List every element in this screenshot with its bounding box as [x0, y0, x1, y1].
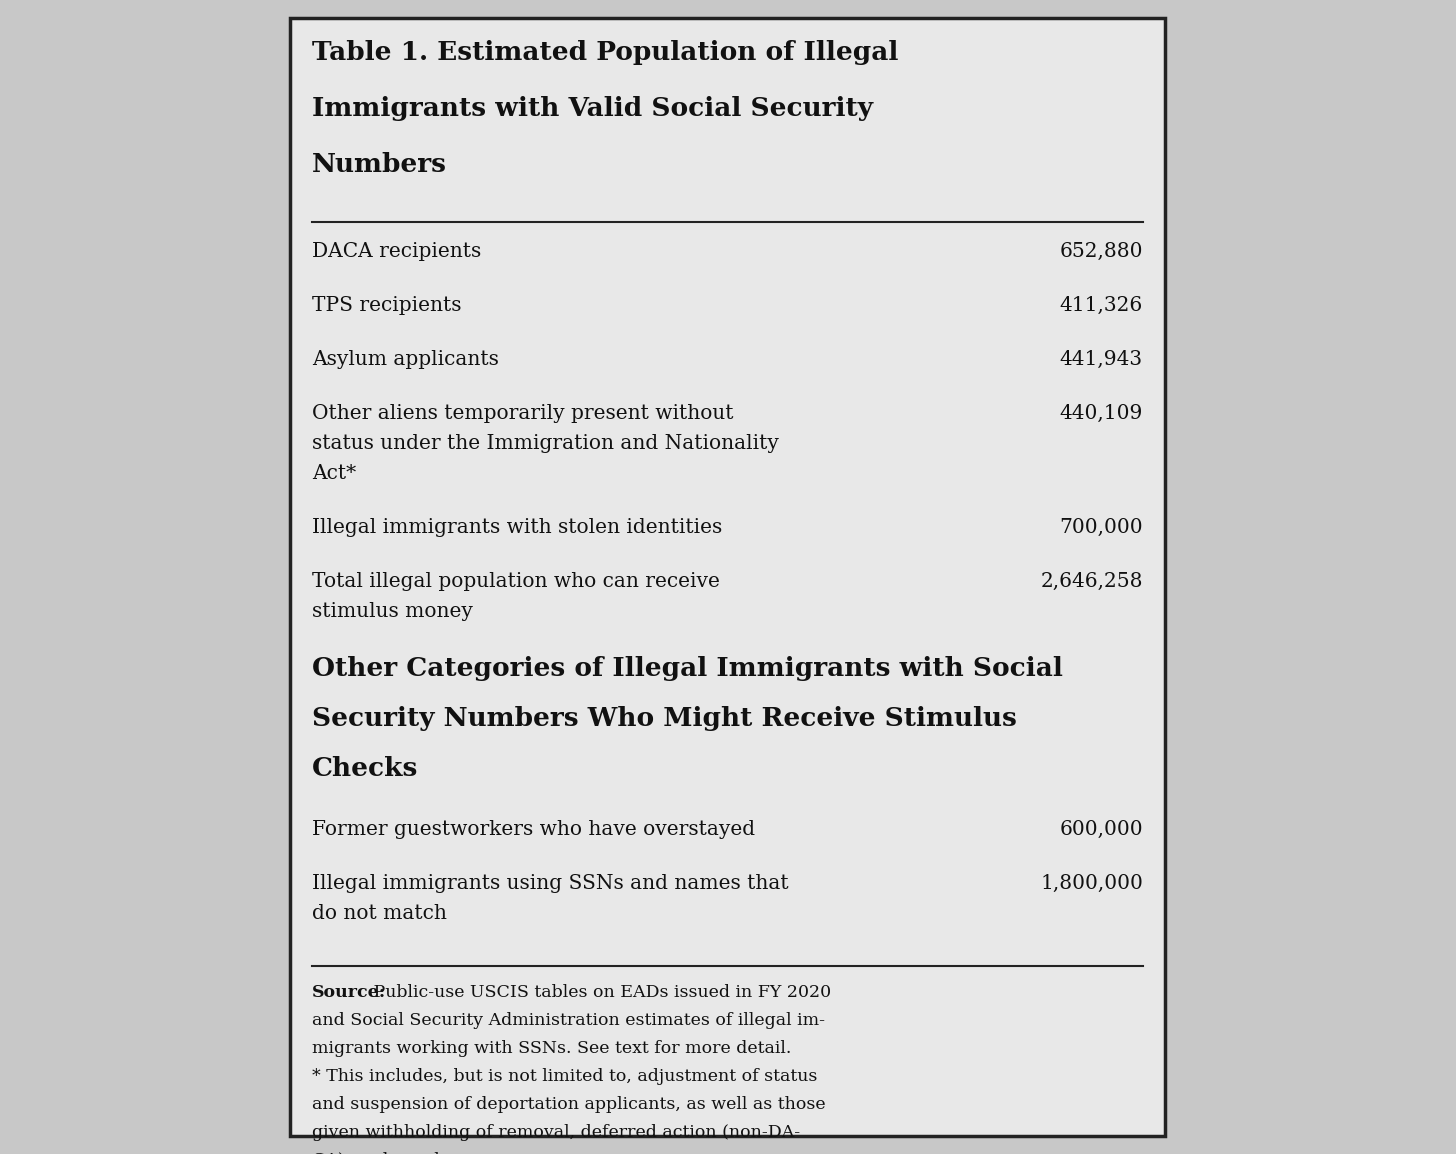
Text: Illegal immigrants with stolen identities: Illegal immigrants with stolen identitie…	[312, 518, 722, 537]
Text: 2,646,258: 2,646,258	[1041, 572, 1143, 591]
Text: Numbers: Numbers	[312, 152, 447, 177]
Text: 440,109: 440,109	[1060, 404, 1143, 424]
Text: Source:: Source:	[312, 984, 386, 1001]
Text: Total illegal population who can receive: Total illegal population who can receive	[312, 572, 719, 591]
Text: 1,800,000: 1,800,000	[1040, 874, 1143, 893]
Text: Other Categories of Illegal Immigrants with Social: Other Categories of Illegal Immigrants w…	[312, 655, 1063, 681]
Text: Security Numbers Who Might Receive Stimulus: Security Numbers Who Might Receive Stimu…	[312, 706, 1016, 730]
Text: Asylum applicants: Asylum applicants	[312, 350, 499, 369]
Text: Table 1. Estimated Population of Illegal: Table 1. Estimated Population of Illegal	[312, 40, 898, 65]
Text: stimulus money: stimulus money	[312, 602, 473, 621]
Text: status under the Immigration and Nationality: status under the Immigration and Nationa…	[312, 434, 779, 454]
Text: TPS recipients: TPS recipients	[312, 295, 462, 315]
Text: Former guestworkers who have overstayed: Former guestworkers who have overstayed	[312, 820, 756, 839]
Text: 411,326: 411,326	[1060, 295, 1143, 315]
Text: and suspension of deportation applicants, as well as those: and suspension of deportation applicants…	[312, 1096, 826, 1112]
Text: do not match: do not match	[312, 904, 447, 923]
Text: Immigrants with Valid Social Security: Immigrants with Valid Social Security	[312, 96, 874, 121]
Text: Illegal immigrants using SSNs and names that: Illegal immigrants using SSNs and names …	[312, 874, 789, 893]
Text: and Social Security Administration estimates of illegal im-: and Social Security Administration estim…	[312, 1012, 826, 1029]
Text: Other aliens temporarily present without: Other aliens temporarily present without	[312, 404, 734, 424]
Text: * This includes, but is not limited to, adjustment of status: * This includes, but is not limited to, …	[312, 1067, 817, 1085]
Text: Public-use USCIS tables on EADs issued in FY 2020: Public-use USCIS tables on EADs issued i…	[368, 984, 831, 1001]
Text: 652,880: 652,880	[1060, 242, 1143, 261]
Text: CA), and parolees.: CA), and parolees.	[312, 1152, 475, 1154]
Text: given withholding of removal, deferred action (non-DA-: given withholding of removal, deferred a…	[312, 1124, 801, 1141]
Text: 700,000: 700,000	[1060, 518, 1143, 537]
Text: Act*: Act*	[312, 464, 357, 484]
Text: 600,000: 600,000	[1060, 820, 1143, 839]
Text: Checks: Checks	[312, 756, 418, 781]
Text: DACA recipients: DACA recipients	[312, 242, 482, 261]
Text: migrants working with SSNs. See text for more detail.: migrants working with SSNs. See text for…	[312, 1040, 792, 1057]
Text: 441,943: 441,943	[1060, 350, 1143, 369]
Bar	[290, 18, 1165, 1136]
